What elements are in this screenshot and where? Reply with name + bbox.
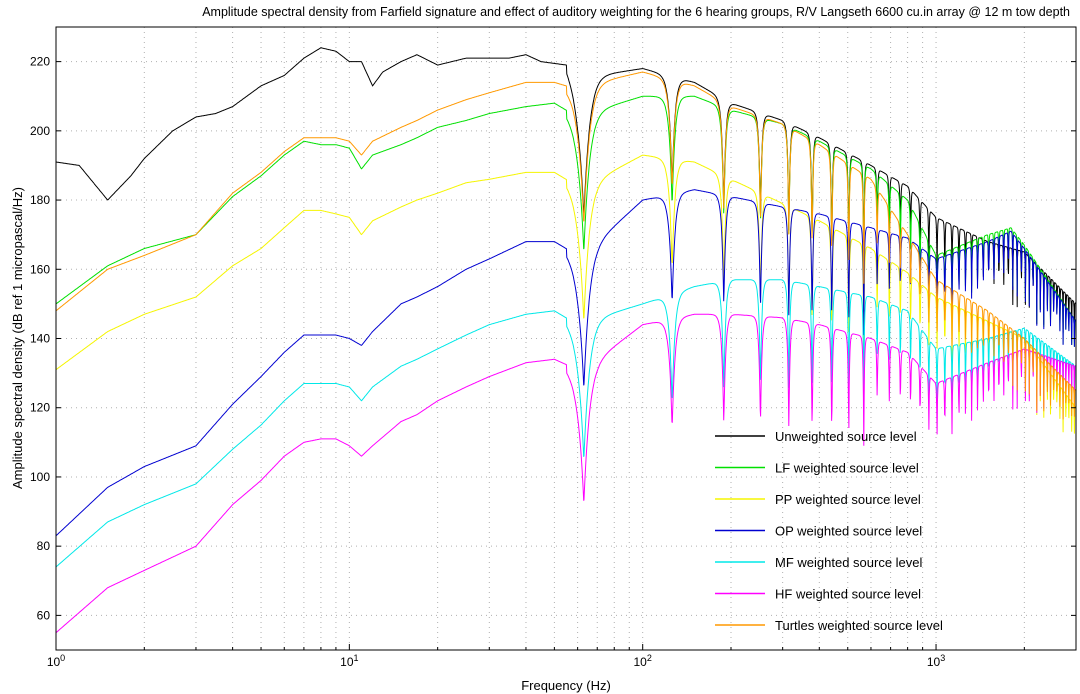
series-line: [55, 189, 1077, 537]
y-tick-label: 100: [30, 470, 50, 484]
legend-label: MF weighted source level: [775, 555, 923, 570]
y-tick-label: 220: [30, 55, 50, 69]
x-tick-label: 103: [927, 653, 945, 669]
y-tick-label: 80: [37, 539, 51, 553]
legend-label: OP weighted source level: [775, 524, 922, 539]
x-axis-label: Frequency (Hz): [521, 678, 611, 693]
legend-label: PP weighted source level: [775, 492, 921, 507]
series-line: [55, 71, 1077, 420]
legend-label: HF weighted source level: [775, 587, 921, 602]
legend: Unweighted source level LF weighted sourc…: [715, 429, 943, 633]
x-tick-label: 100: [47, 653, 65, 669]
y-tick-label: 60: [37, 608, 51, 622]
y-tick-label: 140: [30, 332, 50, 346]
x-tick-label: 102: [634, 653, 652, 669]
axis-ticks: 60 80 100 120 140 160 180 200 220 100 101 102 103: [30, 55, 1077, 669]
chart-title: Amplitude spectral density from Farfield…: [202, 5, 1070, 19]
y-tick-label: 180: [30, 193, 50, 207]
legend-label: Turtles weighted source level: [775, 618, 943, 633]
legend-label: Unweighted source level: [775, 429, 917, 444]
grid: [56, 27, 1077, 650]
y-tick-label: 200: [30, 124, 50, 138]
series-line: [55, 313, 1077, 634]
series-line: [55, 154, 1077, 434]
series-line: [56, 47, 1077, 333]
series-layer: [55, 47, 1077, 634]
series-line: [55, 95, 1077, 347]
y-axis-label: Amplitude spectral density (dB ref 1 mic…: [10, 187, 25, 489]
y-tick-label: 120: [30, 401, 50, 415]
legend-label: LF weighted source level: [775, 461, 919, 476]
y-tick-label: 160: [30, 262, 50, 276]
x-tick-label: 101: [340, 653, 358, 669]
series-line: [55, 279, 1077, 568]
